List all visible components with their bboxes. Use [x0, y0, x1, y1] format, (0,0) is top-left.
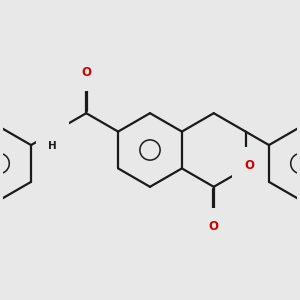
Text: N: N: [47, 129, 58, 142]
Text: O: O: [81, 66, 91, 79]
Text: O: O: [244, 159, 254, 172]
Text: O: O: [209, 220, 219, 233]
Text: H: H: [48, 141, 57, 151]
